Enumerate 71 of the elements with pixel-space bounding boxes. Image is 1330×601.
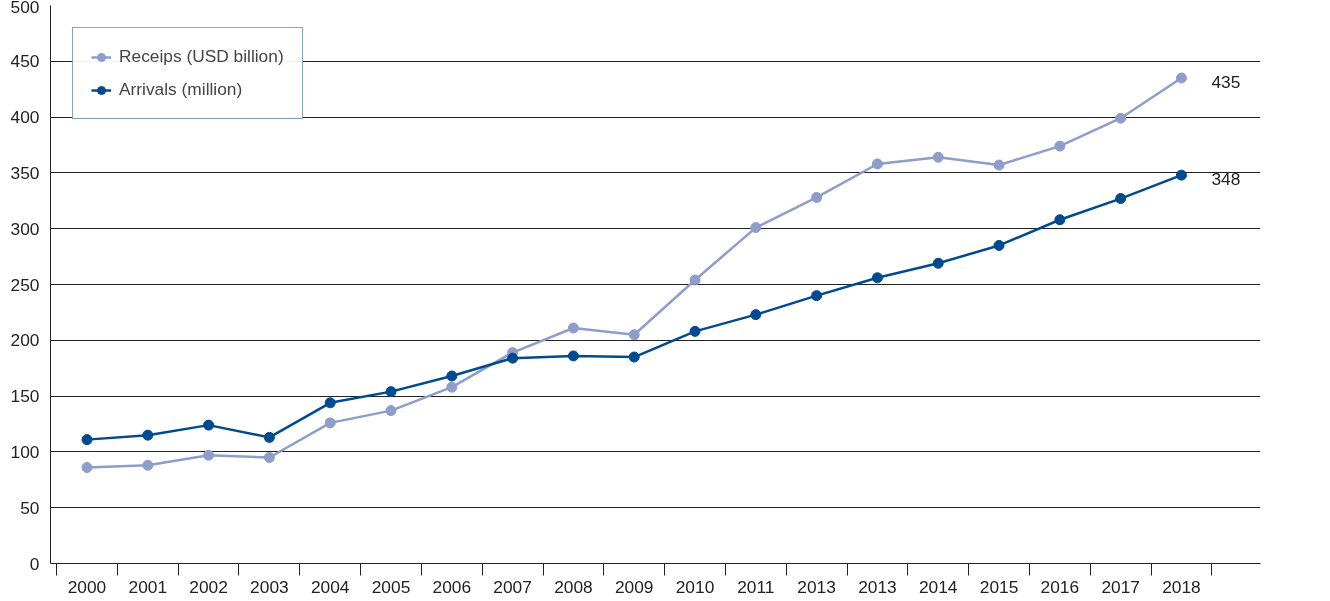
point (1115, 193, 1127, 205)
point (324, 397, 336, 409)
x-tick-label: 2010 (675, 576, 715, 597)
point (81, 462, 93, 474)
y-tick-label: 50 (20, 497, 40, 518)
point (263, 451, 275, 463)
y-tick-label: 500 (10, 0, 40, 17)
point (811, 191, 823, 203)
x-tick-label: 2017 (1101, 576, 1140, 597)
x-tick-label: 2000 (67, 576, 107, 597)
point (446, 370, 458, 382)
x-tick-label: 2009 (614, 576, 654, 597)
point (993, 239, 1005, 251)
point (932, 257, 944, 269)
x-tick-label: 2005 (371, 576, 411, 597)
point (324, 417, 336, 429)
point (1054, 214, 1066, 226)
point (446, 381, 458, 393)
point (1054, 140, 1066, 152)
point (811, 290, 823, 302)
data-label: 348 (1211, 169, 1241, 190)
legend-label: Arrivals (million) (119, 79, 243, 100)
point (567, 322, 579, 334)
x-tick-label: 2006 (432, 576, 472, 597)
point (142, 459, 154, 471)
x-tick-label: 2018 (1162, 576, 1201, 597)
point (628, 351, 640, 363)
x-tick-label: 2013 (797, 576, 836, 597)
point (628, 329, 640, 341)
x-tick-label: 2007 (493, 576, 532, 597)
point (385, 386, 397, 398)
point (203, 449, 215, 461)
data-label: 435 (1211, 72, 1241, 93)
point (689, 325, 701, 337)
x-tick-label: 2013 (858, 576, 897, 597)
y-tick-label: 350 (10, 162, 40, 183)
y-tick-label: 0 (29, 553, 40, 574)
point (871, 158, 883, 170)
legend-label: Receips (USD billion) (119, 46, 284, 67)
point (567, 350, 579, 362)
point (993, 159, 1005, 171)
point (1175, 72, 1187, 84)
point (871, 272, 883, 284)
x-tick-label: 2001 (128, 576, 168, 597)
x-tick-label: 2014 (918, 576, 958, 597)
y-tick-label: 450 (10, 51, 40, 72)
point (81, 434, 93, 446)
y-tick-label: 200 (10, 330, 40, 351)
y-tick-label: 100 (10, 441, 40, 462)
point (203, 419, 215, 431)
y-tick-label: 150 (10, 386, 40, 407)
point (750, 222, 762, 234)
y-tick-label: 300 (10, 218, 40, 239)
point (932, 151, 944, 163)
x-tick-label: 2004 (310, 576, 350, 597)
x-tick-label: 2003 (250, 576, 289, 597)
point (689, 274, 701, 286)
x-tick-label: 2011 (737, 576, 775, 597)
point (385, 405, 397, 417)
y-tick-label: 400 (10, 107, 40, 128)
point (142, 429, 154, 441)
x-tick-label: 2002 (189, 576, 228, 597)
point (507, 352, 519, 364)
y-tick-label: 250 (10, 274, 40, 295)
x-tick-label: 2016 (1040, 576, 1080, 597)
point (750, 309, 762, 321)
point (263, 431, 275, 443)
point (1115, 112, 1127, 124)
x-tick-label: 2015 (979, 576, 1019, 597)
x-tick-label: 2008 (554, 576, 593, 597)
point (1175, 169, 1187, 181)
